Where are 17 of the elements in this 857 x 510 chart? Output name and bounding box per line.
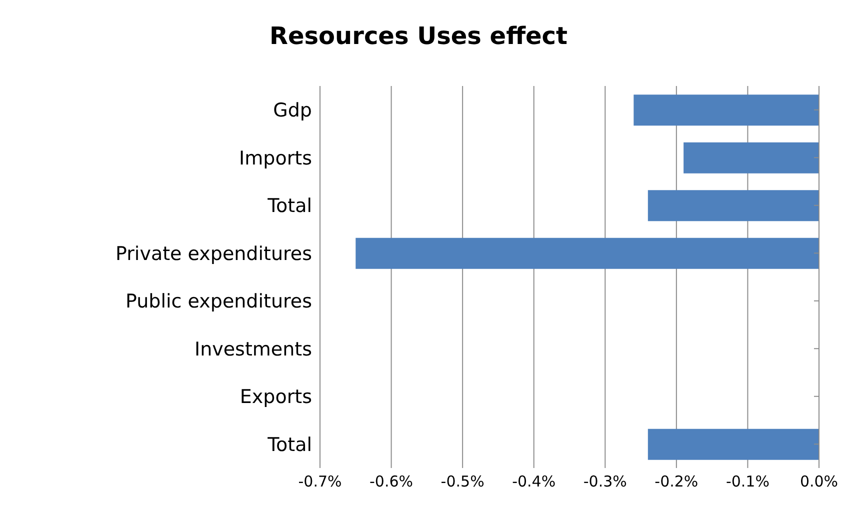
y-tick-label: Private expenditures (116, 242, 312, 265)
x-tick-label: -0.2% (654, 472, 698, 491)
x-tick-label: -0.4% (512, 472, 556, 491)
x-tick-label: 0.0% (800, 472, 838, 491)
x-tick-label: -0.5% (440, 472, 484, 491)
y-tick-label: Public expenditures (126, 290, 312, 313)
y-tick-label: Exports (240, 386, 312, 408)
y-tick-label: Investments (194, 338, 312, 360)
x-tick-label: -0.6% (370, 472, 414, 491)
y-tick-label: Imports (239, 147, 312, 170)
y-tick-label: Total (266, 434, 312, 456)
x-tick-label: -0.7% (298, 472, 342, 491)
chart-title: Resources Uses effect (268, 22, 568, 50)
x-tick-label: -0.1% (726, 472, 770, 491)
y-tick-label: Total (266, 195, 312, 218)
x-tick-label: -0.3% (583, 472, 627, 491)
y-tick-label: Gdp (273, 100, 312, 122)
